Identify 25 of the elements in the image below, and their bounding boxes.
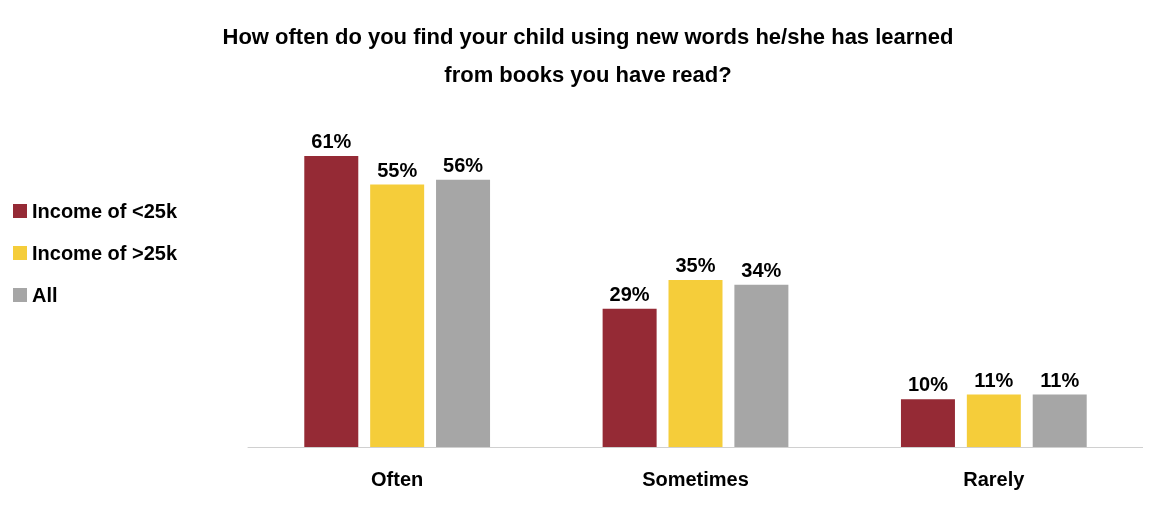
legend-label: Income of >25k (32, 242, 178, 264)
data-label: 10% (907, 373, 949, 396)
data-label: 11% (1040, 368, 1080, 391)
data-label: 29% (609, 282, 650, 305)
legend-label: All (32, 284, 58, 306)
data-label: 56% (443, 153, 484, 176)
data-label: 55% (377, 158, 418, 181)
legend-label: Income of <25k (32, 200, 178, 222)
data-label: 34% (741, 258, 782, 281)
bar (900, 399, 955, 447)
bar (1032, 394, 1087, 447)
bar (602, 308, 657, 447)
bar (304, 155, 359, 447)
chart-title: How often do you find your child using new words he/she has learned from books you have read? (222, 23, 954, 87)
x-tick-label: Often (371, 468, 424, 490)
data-label: 61% (311, 129, 352, 152)
bar (966, 394, 1021, 447)
bar (436, 179, 491, 447)
data-label: 35% (675, 254, 716, 276)
bar (734, 284, 789, 447)
x-tick-label: Sometimes (642, 468, 749, 490)
data-label: 11% (974, 368, 1014, 391)
bar (370, 184, 425, 447)
x-tick-label: Rarely (963, 468, 1026, 490)
bar (668, 280, 723, 447)
